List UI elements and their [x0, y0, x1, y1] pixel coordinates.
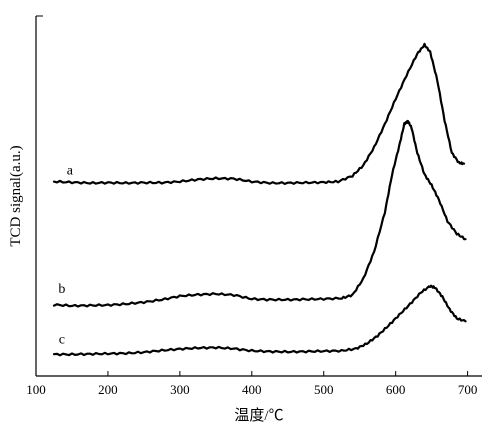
series-label-c: c [59, 333, 65, 348]
series-line-b [52, 119, 467, 308]
series-label-a: a [67, 163, 74, 178]
x-axis-title: 温度/℃ [234, 407, 283, 424]
x-ticks: 100 200 300 400 500 600 700 [26, 371, 477, 397]
y-axis-title: TCD signal(a.u.) [8, 145, 24, 246]
x-tick-label: 500 [314, 382, 334, 397]
x-tick-label: 300 [170, 382, 190, 397]
x-tick-label: 700 [458, 382, 478, 397]
x-tick-label: 400 [242, 382, 262, 397]
series-line-a [52, 42, 466, 185]
x-tick-label: 600 [386, 382, 406, 397]
series-line-c [52, 284, 467, 357]
series-label-b: b [58, 282, 65, 297]
series-group: a b c [52, 42, 467, 357]
axes [35, 15, 482, 377]
x-tick-label: 200 [98, 382, 118, 397]
x-tick-label: 100 [26, 382, 46, 397]
